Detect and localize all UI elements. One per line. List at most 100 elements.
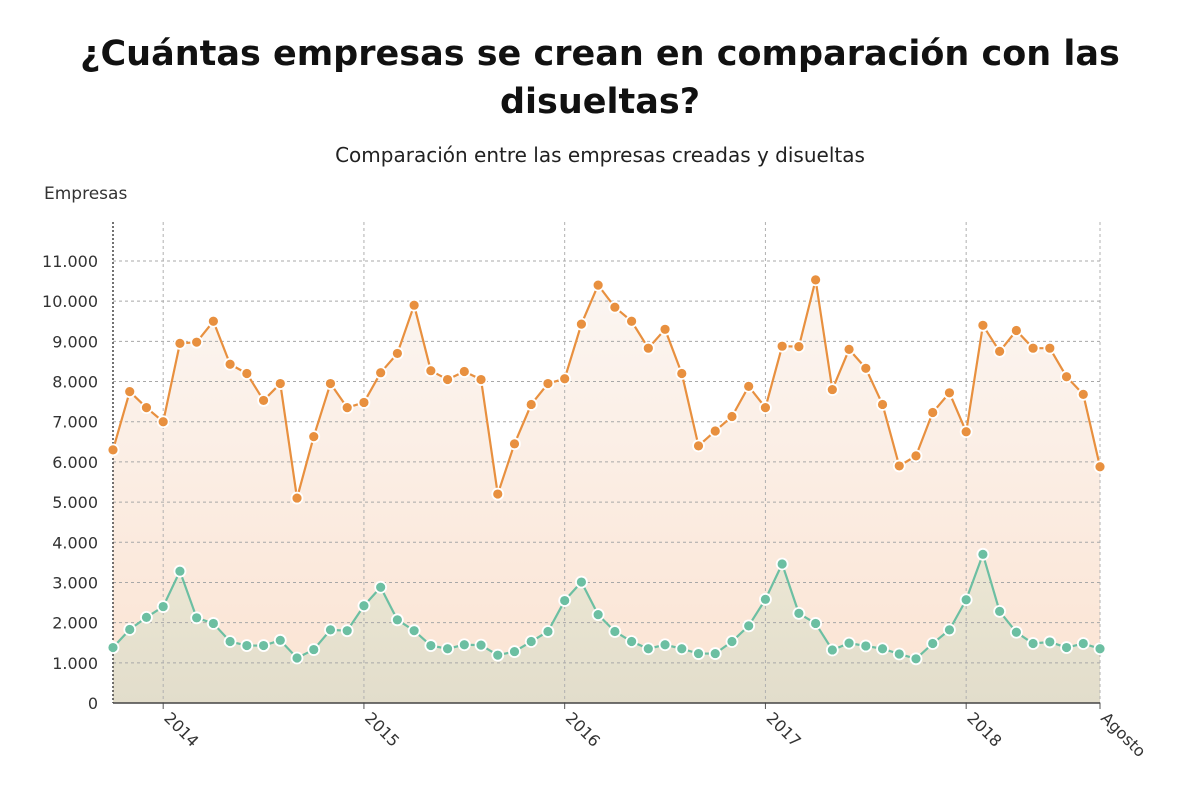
- data-point[interactable]: [206, 314, 220, 328]
- data-point[interactable]: [775, 339, 789, 353]
- data-point[interactable]: [708, 424, 722, 438]
- data-point[interactable]: [223, 635, 237, 648]
- data-point[interactable]: [273, 377, 287, 390]
- data-point[interactable]: [725, 635, 739, 648]
- data-point[interactable]: [909, 652, 923, 666]
- data-point[interactable]: [206, 617, 220, 630]
- data-point[interactable]: [692, 647, 705, 660]
- data-point[interactable]: [625, 635, 638, 648]
- data-point[interactable]: [775, 557, 789, 571]
- data-point[interactable]: [123, 385, 137, 398]
- data-point[interactable]: [457, 638, 471, 652]
- data-point[interactable]: [608, 300, 622, 314]
- data-point[interactable]: [508, 437, 521, 451]
- data-point[interactable]: [1060, 370, 1073, 384]
- data-point[interactable]: [675, 642, 689, 656]
- data-point[interactable]: [792, 340, 806, 353]
- data-point[interactable]: [156, 415, 170, 429]
- data-point[interactable]: [156, 600, 170, 613]
- data-point[interactable]: [508, 645, 521, 658]
- data-point[interactable]: [340, 401, 354, 415]
- data-point[interactable]: [491, 648, 505, 662]
- data-point[interactable]: [541, 625, 555, 638]
- data-point[interactable]: [424, 639, 438, 652]
- data-point[interactable]: [591, 278, 605, 292]
- data-point[interactable]: [792, 606, 806, 620]
- data-point[interactable]: [809, 617, 823, 630]
- data-point[interactable]: [976, 547, 990, 561]
- data-point[interactable]: [240, 367, 254, 380]
- data-point[interactable]: [943, 386, 956, 400]
- data-point[interactable]: [608, 625, 622, 638]
- data-point[interactable]: [859, 639, 873, 653]
- data-point[interactable]: [541, 377, 555, 390]
- data-point[interactable]: [1076, 387, 1090, 401]
- data-point[interactable]: [290, 491, 304, 505]
- data-point[interactable]: [759, 401, 772, 415]
- data-point[interactable]: [457, 365, 471, 378]
- data-point[interactable]: [106, 641, 120, 654]
- data-point[interactable]: [926, 637, 940, 650]
- data-point[interactable]: [173, 564, 187, 578]
- data-point[interactable]: [742, 379, 756, 393]
- data-point[interactable]: [641, 341, 655, 355]
- data-point[interactable]: [892, 459, 906, 473]
- data-point[interactable]: [1009, 625, 1023, 639]
- data-point[interactable]: [842, 342, 856, 356]
- data-point[interactable]: [825, 383, 839, 396]
- data-point[interactable]: [1043, 635, 1057, 649]
- data-point[interactable]: [407, 624, 421, 638]
- data-point[interactable]: [1093, 642, 1107, 656]
- data-point[interactable]: [909, 449, 923, 463]
- data-point[interactable]: [374, 580, 388, 594]
- data-point[interactable]: [959, 593, 973, 607]
- data-point[interactable]: [257, 639, 270, 652]
- data-point[interactable]: [441, 373, 454, 386]
- data-point[interactable]: [976, 318, 990, 332]
- data-point[interactable]: [825, 643, 839, 657]
- data-point[interactable]: [424, 364, 438, 378]
- data-point[interactable]: [123, 623, 137, 636]
- data-point[interactable]: [1026, 341, 1040, 355]
- data-point[interactable]: [524, 398, 538, 411]
- data-point[interactable]: [658, 638, 672, 652]
- data-point[interactable]: [524, 635, 538, 648]
- data-point[interactable]: [625, 314, 638, 328]
- data-point[interactable]: [1060, 641, 1073, 654]
- data-point[interactable]: [926, 406, 940, 419]
- data-point[interactable]: [692, 439, 705, 453]
- data-point[interactable]: [474, 373, 488, 386]
- data-point[interactable]: [491, 487, 505, 501]
- data-point[interactable]: [859, 361, 873, 375]
- data-point[interactable]: [307, 430, 321, 443]
- data-point[interactable]: [407, 298, 421, 312]
- data-point[interactable]: [290, 651, 304, 665]
- data-point[interactable]: [273, 633, 287, 647]
- data-point[interactable]: [943, 623, 956, 637]
- data-point[interactable]: [106, 443, 120, 457]
- data-point[interactable]: [959, 425, 973, 439]
- data-point[interactable]: [725, 410, 739, 423]
- data-point[interactable]: [1076, 637, 1090, 650]
- data-point[interactable]: [324, 377, 337, 390]
- data-point[interactable]: [240, 639, 254, 652]
- data-point[interactable]: [190, 335, 204, 349]
- data-point[interactable]: [340, 624, 354, 638]
- data-point[interactable]: [809, 273, 823, 287]
- data-point[interactable]: [357, 599, 371, 613]
- data-point[interactable]: [140, 401, 153, 415]
- data-point[interactable]: [876, 642, 889, 656]
- data-point[interactable]: [390, 347, 404, 360]
- data-point[interactable]: [474, 638, 488, 652]
- data-point[interactable]: [1093, 460, 1107, 474]
- data-point[interactable]: [1009, 324, 1023, 337]
- data-point[interactable]: [190, 611, 204, 625]
- data-point[interactable]: [708, 647, 722, 660]
- data-point[interactable]: [575, 317, 588, 331]
- data-point[interactable]: [742, 619, 756, 633]
- data-point[interactable]: [993, 345, 1007, 358]
- data-point[interactable]: [357, 396, 371, 409]
- data-point[interactable]: [324, 623, 337, 637]
- data-point[interactable]: [257, 394, 270, 407]
- data-point[interactable]: [876, 398, 889, 411]
